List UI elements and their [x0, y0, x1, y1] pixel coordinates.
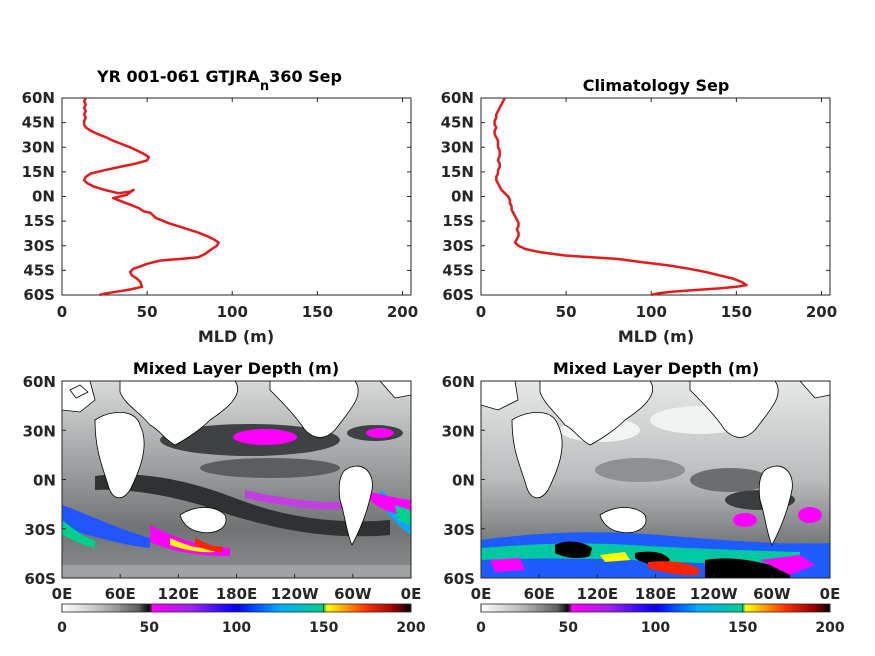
- profile-right-ytick-label: 45S: [442, 261, 474, 279]
- map-left-ytick-label: 0N: [33, 472, 56, 490]
- colorbar-right-tick-label: 150: [728, 620, 757, 636]
- colorbar-left-tick-label: 100: [222, 620, 251, 636]
- profile-left-ytick-label: 45S: [23, 261, 55, 279]
- map-right-xtick-label: 120W: [690, 585, 738, 603]
- profile-left-ytick-label: 30N: [22, 138, 55, 156]
- profile-right-ytick-label: 15N: [441, 163, 474, 181]
- profile-right-ytick-label: 30N: [441, 138, 474, 156]
- profile-left-line: [82, 97, 220, 297]
- profile-panel-left: YR 001-061 GTJRAn360 Sep 60N 45N 30N 15N 0N 1…: [22, 67, 419, 346]
- profile-left-axes: [61, 97, 412, 296]
- map-left-ytick-label: 30N: [23, 422, 56, 440]
- profile-right-xlabel: MLD (m): [618, 327, 694, 346]
- map-left-ytick-label: 30S: [24, 521, 56, 539]
- map-right-xtick-label: 120E: [577, 585, 619, 603]
- colorbar-left-tick-label: 50: [140, 620, 160, 636]
- profile-left-ytick-label: 15N: [22, 163, 55, 181]
- colorbar-left-tick-label: 200: [396, 620, 425, 636]
- map-right-ytick-label: 30N: [442, 422, 475, 440]
- profile-panel-right: Climatology Sep 60N 45N 30N 15N 0N 15S 30S 45S 6…: [441, 76, 838, 346]
- map-right-xtick-label: 60W: [753, 585, 791, 603]
- profile-right-ytick-label: 0N: [451, 188, 474, 206]
- colorbar-right-tick-label: 0: [476, 620, 486, 636]
- profile-left-xtick-label: 0: [57, 303, 67, 321]
- colorbar-left-tick-label: 150: [309, 620, 338, 636]
- profile-right-xtick-label: 200: [806, 303, 837, 321]
- profile-right-xtick-label: 100: [636, 303, 667, 321]
- map-left-xtick-label: 120E: [158, 585, 200, 603]
- profile-right-ytick-label: 15S: [442, 212, 474, 230]
- profile-right-line: [493, 97, 748, 297]
- map-panel-right: Mixed Layer Depth (m): [442, 359, 845, 636]
- map-right-xtick-label: 0E: [820, 585, 841, 603]
- profile-left-title: YR 001-061 GTJRAn360 Sep: [96, 67, 342, 94]
- profile-right-ytick-label: 60N: [441, 89, 474, 107]
- profile-left-xtick-label: 50: [137, 303, 158, 321]
- map-left-xtick-label: 0E: [401, 585, 422, 603]
- profile-left-xtick-label: 100: [217, 303, 248, 321]
- colorbar-right-tick-label: 200: [815, 620, 844, 636]
- profile-left-ytick-label: 45N: [22, 114, 55, 132]
- profile-left-xlabel: MLD (m): [198, 327, 274, 346]
- map-right-ytick-label: 60N: [442, 373, 475, 391]
- profile-right-xtick-label: 0: [476, 303, 486, 321]
- map-right-xtick-label: 60E: [524, 585, 555, 603]
- map-right-xtick-label: 0E: [471, 585, 492, 603]
- profile-left-ytick-label: 60N: [22, 89, 55, 107]
- map-right-field: [481, 381, 830, 578]
- profile-right-xtick-label: 150: [721, 303, 752, 321]
- map-left-xtick-label: 60W: [334, 585, 372, 603]
- map-left-xtick-label: 60E: [105, 585, 136, 603]
- profile-left-xtick-label: 150: [302, 303, 333, 321]
- profile-left-ytick-label: 0N: [32, 188, 55, 206]
- profile-left-ytick-label: 30S: [23, 237, 55, 255]
- map-left-xtick-label: 0E: [52, 585, 73, 603]
- colorbar-left-tick-label: 0: [57, 620, 67, 636]
- map-right-ytick-label: 60S: [443, 570, 475, 588]
- map-right-title: Mixed Layer Depth (m): [553, 359, 759, 378]
- profile-right-ytick-label: 45N: [441, 114, 474, 132]
- map-left-title: Mixed Layer Depth (m): [133, 359, 339, 378]
- map-right-xtick-label: 180E: [635, 585, 677, 603]
- profile-right-xtick-label: 50: [556, 303, 577, 321]
- profile-left-ytick-label: 60S: [23, 286, 55, 304]
- profile-right-ytick-label: 60S: [442, 286, 474, 304]
- profile-left-ytick-label: 15S: [23, 212, 55, 230]
- map-left-xtick-label: 120W: [271, 585, 319, 603]
- map-left-ytick-label: 60S: [24, 570, 56, 588]
- profile-right-title: Climatology Sep: [583, 76, 730, 95]
- profile-right-axes: [480, 97, 831, 296]
- map-left-field: [62, 381, 411, 578]
- map-left-ytick-label: 60N: [23, 373, 56, 391]
- map-left-xtick-label: 180E: [216, 585, 258, 603]
- map-right-ytick-label: 30S: [443, 521, 475, 539]
- profile-left-xtick-label: 200: [387, 303, 418, 321]
- profile-right-ytick-label: 30S: [442, 237, 474, 255]
- map-panel-left: Mixed Layer Depth (m): [23, 359, 426, 636]
- colorbar-right-tick-label: 100: [641, 620, 670, 636]
- colorbar-right-tick-label: 50: [559, 620, 579, 636]
- map-right-ytick-label: 0N: [452, 472, 475, 490]
